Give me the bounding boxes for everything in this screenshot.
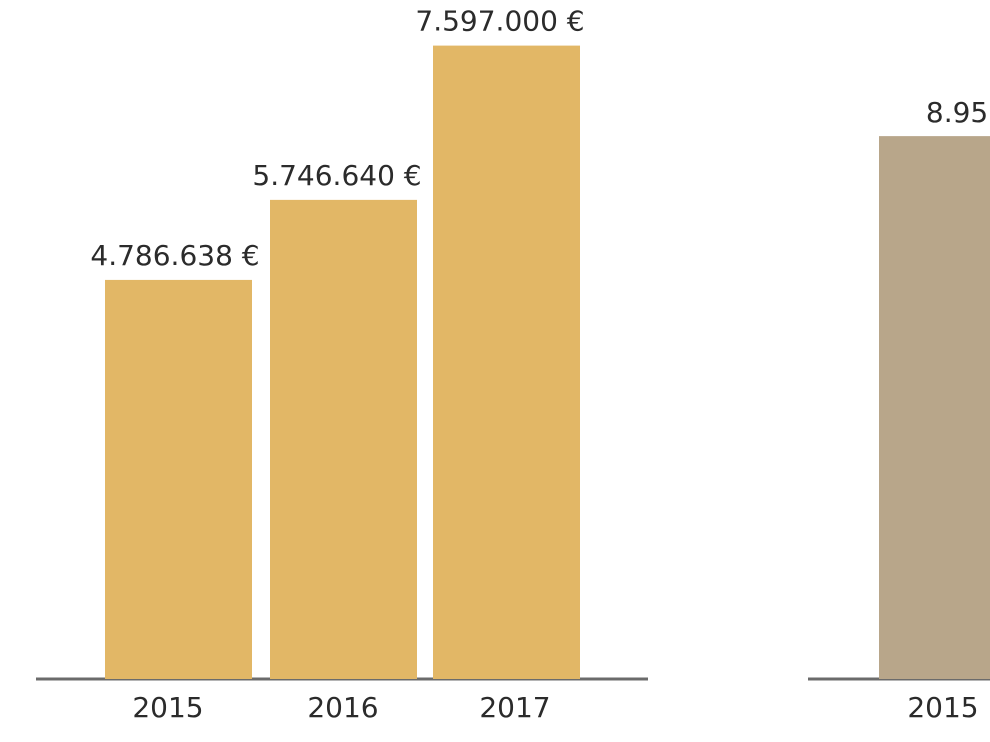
bar-2016-left — [270, 199, 417, 679]
bar-2015-left — [105, 279, 252, 679]
chart-right: 8.953 2015 — [808, 96, 990, 724]
x-tick-2015-left: 2015 — [132, 691, 203, 724]
x-tick-2015-right: 2015 — [907, 691, 978, 724]
chart-left: 4.786.638 € 5.746.640 € 7.597.000 € 2015… — [36, 5, 648, 724]
bar-label-2015-left: 4.786.638 € — [90, 239, 259, 272]
bar-2015-right — [879, 136, 990, 680]
x-tick-2016-left: 2016 — [307, 691, 378, 724]
bar-label-2016-left: 5.746.640 € — [252, 159, 421, 192]
x-tick-2017-left: 2017 — [479, 691, 550, 724]
bar-label-2017-left: 7.597.000 € — [415, 5, 584, 38]
bar-2017-left — [433, 45, 580, 680]
bar-label-2015-right: 8.953 — [926, 96, 990, 129]
